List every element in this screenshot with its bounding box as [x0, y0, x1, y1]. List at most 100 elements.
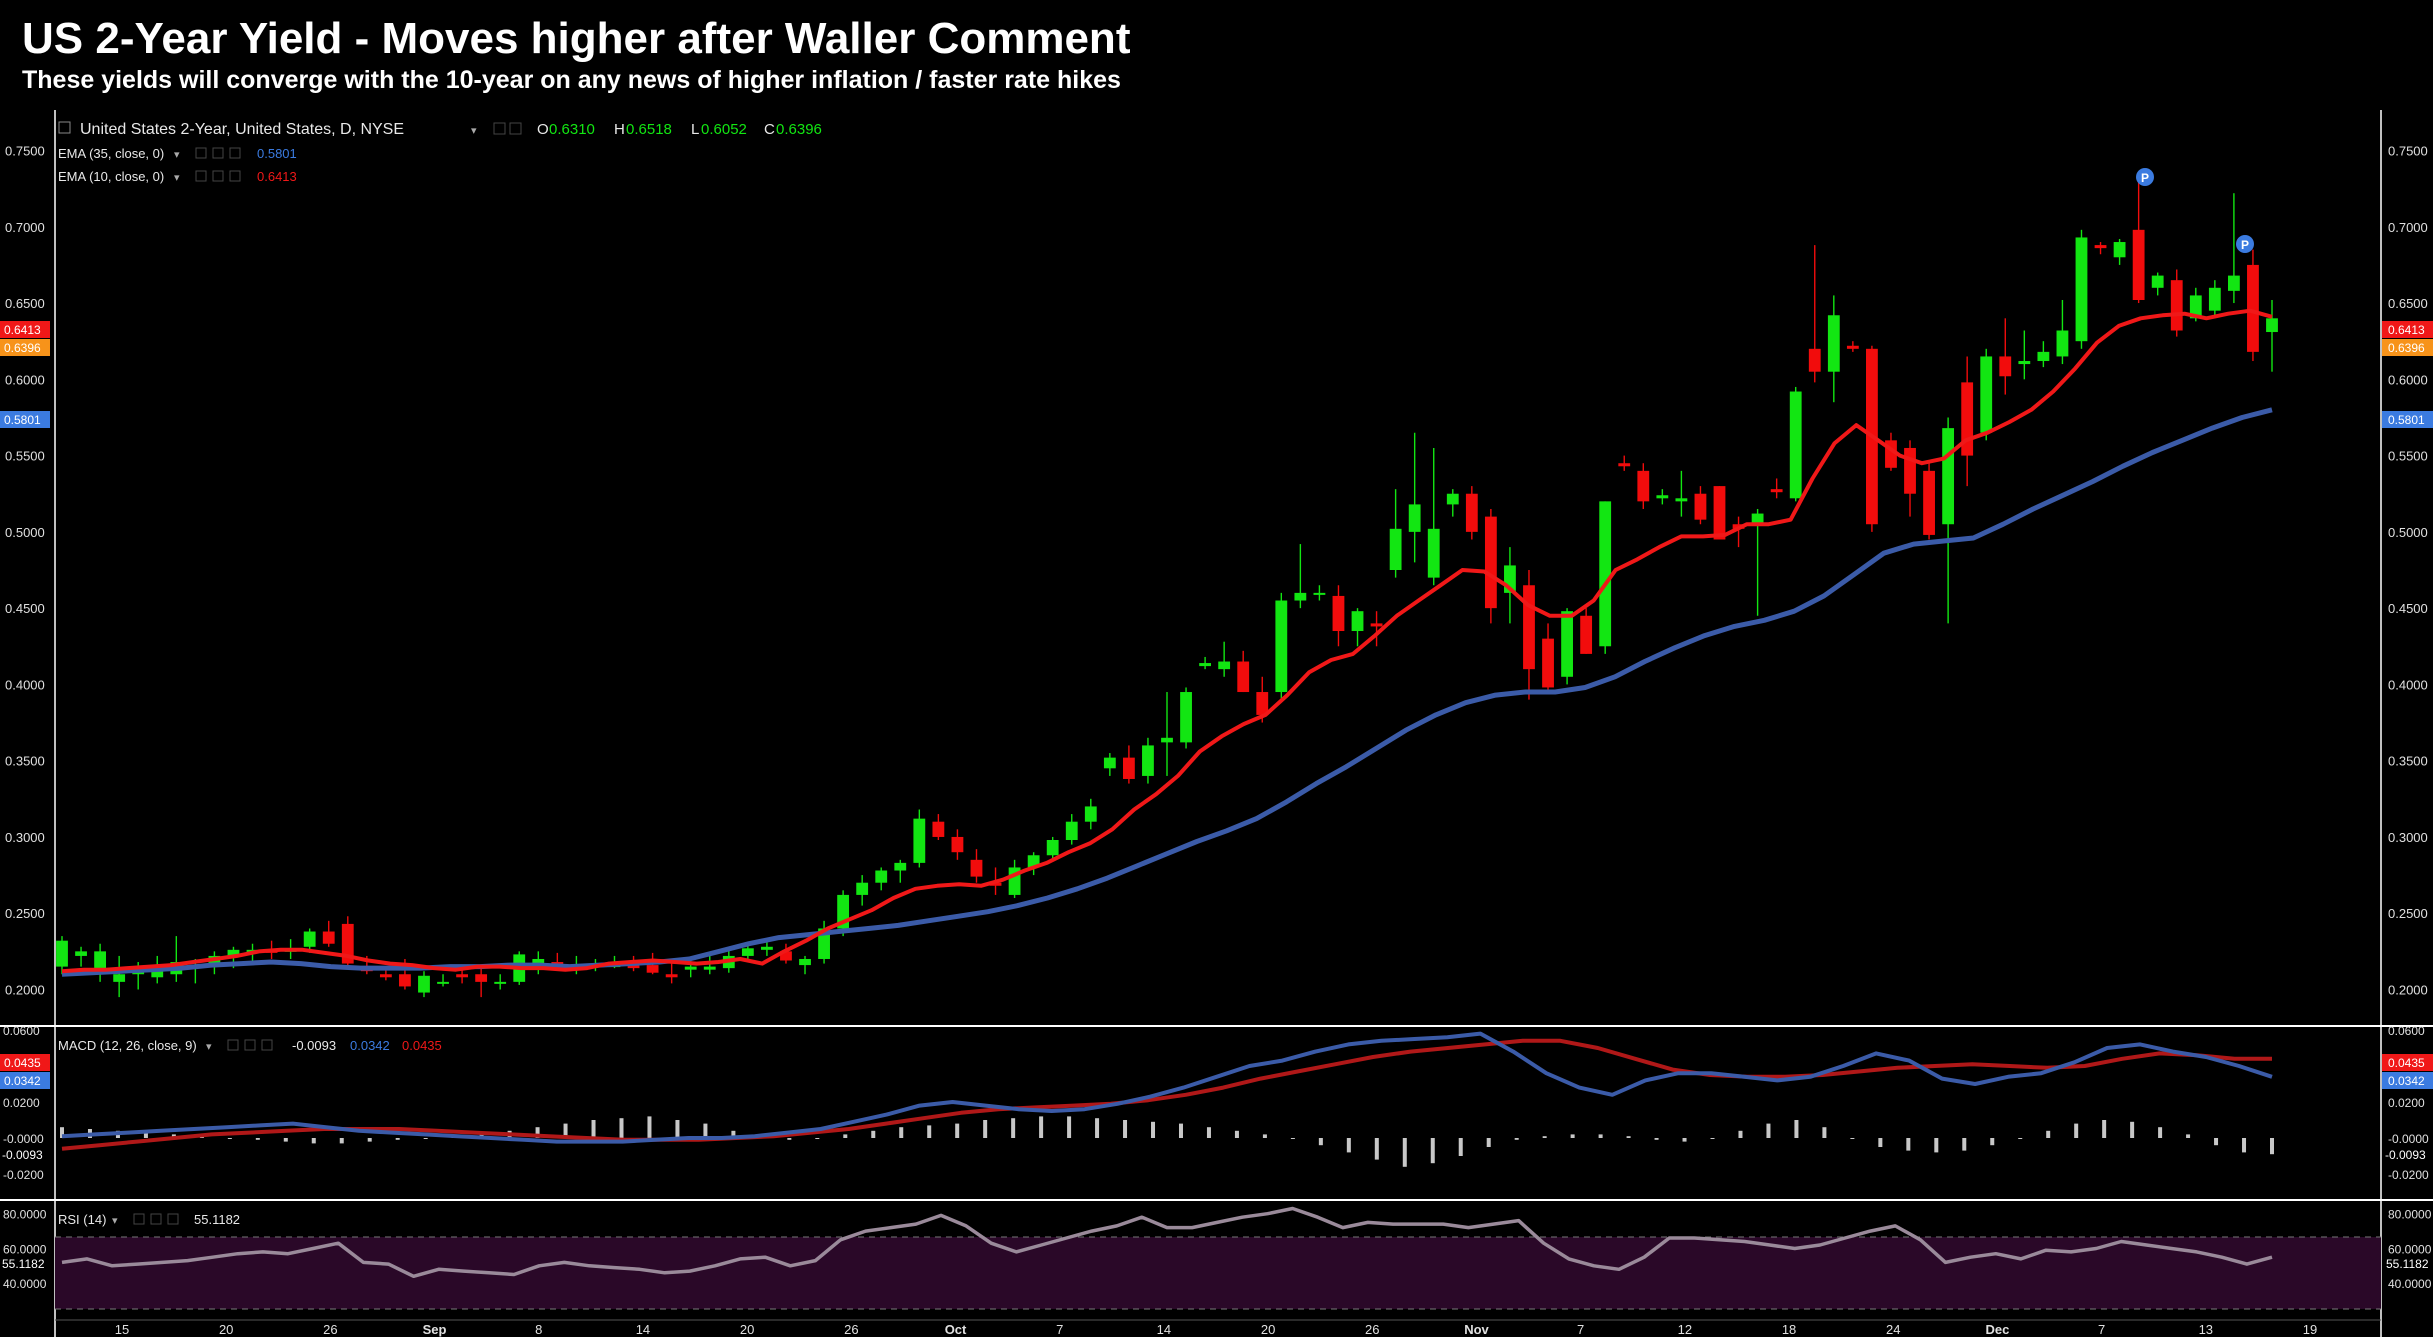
candle [1027, 852, 1040, 876]
macd-close-icon[interactable] [261, 1039, 273, 1051]
symbol-legend[interactable]: United States 2-Year, United States, D, … [58, 121, 822, 138]
histogram-bar [1682, 1138, 1687, 1142]
candle [780, 943, 792, 964]
rsi-close-icon[interactable] [167, 1213, 179, 1225]
histogram-bar [1990, 1138, 1995, 1146]
histogram-bar [703, 1123, 708, 1138]
histogram-bar [955, 1123, 960, 1138]
histogram-bar [535, 1127, 540, 1138]
histogram-bar [2018, 1138, 2023, 1139]
settings-icon[interactable] [493, 122, 506, 135]
histogram-bar [1626, 1136, 1631, 1138]
candle [1161, 692, 1173, 776]
histogram-bar [2270, 1138, 2274, 1155]
time-tick: 7 [1577, 1322, 1584, 1337]
macd-signal-line [61, 1038, 2272, 1151]
histogram-bar [1290, 1138, 1295, 1139]
symbol-dropdown-icon[interactable]: ▾ [471, 125, 477, 137]
candle [1751, 508, 1764, 616]
rsi-settings-icon[interactable] [150, 1213, 162, 1225]
candle-body [1046, 840, 1059, 856]
histogram-bar [619, 1118, 624, 1138]
ema10-close-icon[interactable] [229, 170, 241, 182]
rsi-visibility-icon[interactable] [133, 1213, 145, 1225]
close-tag-text: 0.6396 [4, 341, 41, 355]
candle-body [1027, 855, 1040, 868]
ema35-close-icon[interactable] [229, 147, 241, 159]
close-label: C [764, 121, 775, 138]
ema10-visibility-icon[interactable] [195, 170, 207, 182]
rsi-axis[interactable]: 80.0000 80.0000 60.0000 60.0000 40.0000 40.00… [3, 1208, 2432, 1292]
ema10-legend-value: 0.6413 [257, 169, 297, 184]
ema10-settings-icon[interactable] [212, 170, 224, 182]
ema10-tag-text: 0.6413 [4, 323, 41, 337]
histogram-bar [1542, 1136, 1547, 1138]
macd-settings-icon[interactable] [244, 1039, 256, 1051]
candle [1465, 486, 1478, 540]
candle-body [703, 966, 716, 970]
candle [1103, 753, 1116, 776]
time-axis[interactable]: 15 20 26 Sep 8 14 20 26 Oct 7 14 20 26 Nov 7 12 18 24 Dec 7… [115, 1322, 2317, 1337]
histogram-bar [1850, 1138, 1855, 1139]
ema10-legend[interactable]: EMA (10, close, 0) ▾ 0.6413 [58, 169, 297, 184]
histogram-bar [1710, 1138, 1715, 1139]
candle-body [1561, 611, 1573, 677]
histogram-bar [899, 1127, 904, 1138]
candle [494, 974, 507, 990]
macd-dropdown-icon[interactable]: ▾ [206, 1041, 212, 1053]
macd-legend[interactable]: MACD (12, 26, close, 9) ▾ -0.0093 0.0342… [58, 1038, 442, 1053]
macd-line [61, 1031, 2273, 1144]
time-tick: 18 [1782, 1322, 1796, 1337]
candle [875, 867, 888, 891]
macd-tick-right: -0.0200 [2388, 1168, 2429, 1182]
candle [1389, 489, 1402, 578]
rsi-dropdown-icon[interactable]: ▾ [112, 1215, 118, 1227]
candle-body [1637, 470, 1650, 502]
ema35-dropdown-icon[interactable]: ▾ [174, 149, 180, 161]
ema35-settings-icon[interactable] [212, 147, 224, 159]
macd-hist-value: -0.0093 [292, 1038, 336, 1053]
rsi-tick-left: 40.0000 [3, 1277, 47, 1291]
candle [1827, 295, 1840, 403]
time-tick: 7 [1056, 1322, 1063, 1337]
candle [1065, 814, 1078, 845]
ema35-visibility-icon[interactable] [195, 147, 207, 159]
candle-body [818, 928, 830, 959]
candle-body [1542, 638, 1554, 688]
low-value: 0.6052 [701, 121, 747, 138]
close-icon[interactable] [509, 122, 522, 135]
candle-body [1904, 447, 1916, 494]
candle-body [1332, 595, 1345, 632]
price-axis[interactable]: 0.2000 0.2000 0.2500 0.2500 0.3000 0.3000 0.35… [5, 144, 2428, 998]
event-marker-2[interactable]: P [2236, 235, 2254, 253]
candle [322, 920, 335, 947]
histogram-bar [2130, 1121, 2135, 1138]
candle-body [1294, 592, 1307, 601]
time-tick: 20 [740, 1322, 754, 1337]
candle [1084, 798, 1097, 830]
histogram-bar [2158, 1127, 2163, 1138]
event-marker-1[interactable]: P [2136, 168, 2154, 186]
histogram-bar [2046, 1130, 2051, 1138]
macd-histogram [60, 1116, 2274, 1167]
rsi-legend[interactable]: RSI (14) ▾ 55.1182 [58, 1212, 240, 1227]
candle [2247, 249, 2259, 362]
time-tick: Sep [423, 1322, 447, 1337]
time-tick: 15 [115, 1322, 129, 1337]
candle-body [1961, 382, 1974, 456]
histogram-bar [1011, 1118, 1016, 1138]
macd-visibility-icon[interactable] [227, 1039, 239, 1051]
candle-body [1389, 528, 1402, 570]
histogram-bar [1123, 1120, 1128, 1138]
candle-body [1256, 692, 1269, 715]
ema10-dropdown-icon[interactable]: ▾ [174, 172, 180, 184]
collapse-icon[interactable] [58, 121, 71, 134]
macd-tick-left: -0.0000 [3, 1132, 44, 1146]
price-tick-right: 0.6500 [2388, 296, 2428, 311]
histogram-bar [1039, 1116, 1044, 1138]
time-tick: 13 [2199, 1322, 2213, 1337]
candle-body [151, 966, 164, 978]
ema35-legend[interactable]: EMA (35, close, 0) ▾ 0.5801 [58, 146, 297, 161]
price-tick-left: 0.5500 [5, 449, 45, 464]
